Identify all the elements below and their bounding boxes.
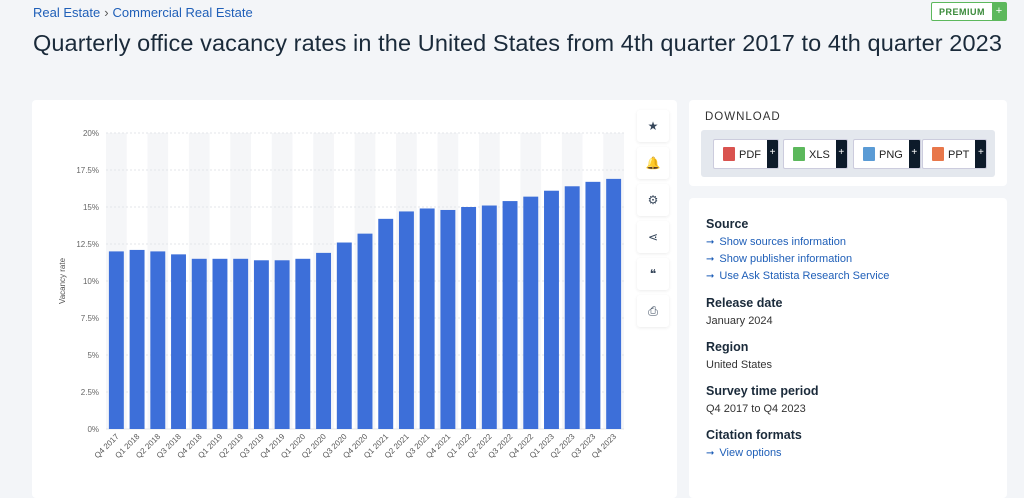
bell-icon: 🔔 [645, 156, 661, 170]
arrow-right-icon: ➞ [706, 254, 715, 265]
citation-heading: Citation formats [706, 428, 802, 442]
star-icon: ★ [647, 119, 659, 133]
quote-button[interactable]: ❝ [637, 258, 669, 290]
bar[interactable] [481, 205, 497, 429]
bar[interactable] [150, 251, 166, 429]
download-title: DOWNLOAD [705, 111, 781, 123]
xls-file-icon [793, 147, 805, 161]
survey-period-value: Q4 2017 to Q4 2023 [706, 403, 806, 415]
share-button[interactable]: ⋖ [637, 221, 669, 253]
breadcrumb-commercial-real-estate[interactable]: Commercial Real Estate [112, 5, 253, 20]
share-icon: ⋖ [647, 230, 659, 244]
y-tick-label: 12.5% [76, 240, 99, 249]
bar[interactable] [171, 254, 186, 429]
plus-icon: + [908, 140, 920, 168]
bar[interactable] [544, 190, 559, 429]
bar[interactable] [585, 181, 601, 429]
quote-icon: ❝ [649, 267, 657, 281]
gear-icon: ⚙ [647, 193, 659, 207]
bar[interactable] [440, 209, 456, 429]
bar[interactable] [336, 242, 352, 429]
plus-icon: + [767, 140, 778, 168]
chart-toolbar: ★ 🔔 ⚙ ⋖ ❝ ⎙ [637, 110, 669, 332]
bar[interactable] [212, 258, 228, 429]
breadcrumb-real-estate[interactable]: Real Estate [33, 5, 101, 20]
download-bar: PDF + XLS + PNG + PPT + [701, 130, 995, 177]
download-png-button[interactable]: PNG + [853, 139, 921, 169]
bar[interactable] [419, 208, 435, 429]
view-options-link[interactable]: ➞ View options [706, 445, 990, 462]
view-options-label: View options [719, 447, 782, 459]
region-value: United States [706, 359, 773, 371]
survey-period-heading: Survey time period [706, 384, 819, 398]
plus-icon: + [975, 140, 987, 168]
bar[interactable] [129, 249, 145, 429]
ppt-file-icon [932, 147, 944, 161]
arrow-right-icon: ➞ [706, 271, 715, 282]
bar[interactable] [274, 260, 290, 429]
y-tick-label: 15% [83, 203, 99, 212]
gear-button[interactable]: ⚙ [637, 184, 669, 216]
arrow-right-icon: ➞ [706, 237, 715, 248]
y-axis-label: Vacancy rate [58, 257, 67, 304]
download-card: DOWNLOAD PDF + XLS + PNG + PPT + [689, 100, 1007, 186]
premium-label: PREMIUM [939, 7, 985, 17]
download-xls-button[interactable]: XLS + [783, 139, 848, 169]
bar[interactable] [191, 258, 207, 429]
y-tick-label: 17.5% [76, 166, 99, 175]
star-button[interactable]: ★ [637, 110, 669, 142]
bar[interactable] [564, 186, 580, 429]
release-date-heading: Release date [706, 296, 783, 310]
print-icon: ⎙ [648, 303, 658, 318]
bar[interactable] [606, 178, 622, 429]
region-heading: Region [706, 340, 749, 354]
pdf-file-icon [723, 147, 735, 161]
bell-button[interactable]: 🔔 [637, 147, 669, 179]
y-tick-label: 10% [83, 277, 99, 286]
arrow-right-icon: ➞ [706, 448, 715, 459]
download-ppt-label: PPT [948, 149, 970, 161]
ask-statista-link[interactable]: ➞ Use Ask Statista Research Service [706, 268, 990, 285]
show-sources-label: Show sources information [719, 236, 846, 248]
bar[interactable] [398, 211, 414, 429]
release-date-value: January 2024 [706, 315, 773, 327]
y-tick-label: 7.5% [81, 314, 99, 323]
page-title: Quarterly office vacancy rates in the Un… [33, 30, 1002, 56]
download-pdf-label: PDF [739, 149, 761, 161]
download-pdf-button[interactable]: PDF + [713, 139, 779, 169]
bar[interactable] [316, 252, 332, 429]
ask-statista-label: Use Ask Statista Research Service [719, 270, 890, 282]
bar[interactable] [357, 233, 373, 429]
bar[interactable] [233, 258, 249, 429]
print-button[interactable]: ⎙ [637, 295, 669, 327]
plus-icon: + [835, 140, 847, 168]
bar[interactable] [378, 218, 394, 429]
show-sources-link[interactable]: ➞ Show sources information [706, 234, 990, 251]
breadcrumb: Real Estate › Commercial Real Estate [33, 5, 253, 20]
png-file-icon [863, 147, 875, 161]
breadcrumb-separator: › [104, 5, 109, 20]
premium-plus-icon: + [992, 3, 1006, 20]
source-heading: Source [706, 217, 749, 231]
download-ppt-button[interactable]: PPT + [922, 139, 988, 169]
bar[interactable] [461, 207, 477, 429]
download-png-label: PNG [879, 149, 903, 161]
bar[interactable] [502, 201, 518, 429]
y-tick-label: 2.5% [81, 388, 99, 397]
y-tick-label: 0% [87, 425, 99, 434]
download-xls-label: XLS [809, 149, 830, 161]
bar[interactable] [295, 258, 311, 429]
bar[interactable] [108, 251, 124, 429]
show-publisher-link[interactable]: ➞ Show publisher information [706, 251, 990, 268]
chart-card: 0% 2.5% 5% 7.5% 10% 12.5% 15% 17.5% 20% Vacancy r… [32, 100, 677, 498]
y-tick-label: 20% [83, 129, 99, 138]
premium-badge[interactable]: PREMIUM + [931, 2, 1007, 21]
bar-chart: 0% 2.5% 5% 7.5% 10% 12.5% 15% 17.5% 20% Vacancy r… [58, 129, 624, 460]
bar[interactable] [253, 260, 269, 429]
y-tick-label: 5% [87, 351, 99, 360]
info-card: Source ➞ Show sources information ➞ Show p… [689, 198, 1007, 498]
show-publisher-label: Show publisher information [719, 253, 853, 265]
bar[interactable] [523, 196, 539, 429]
